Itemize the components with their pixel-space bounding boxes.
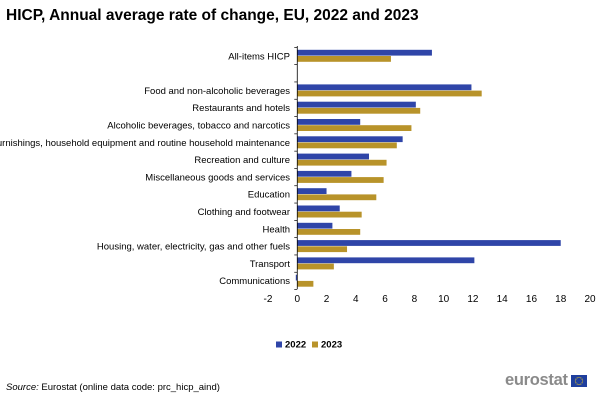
brand-text: eurostat <box>505 371 568 389</box>
bar-2023 <box>297 246 348 253</box>
flag-star <box>576 383 578 385</box>
flag-star <box>579 383 582 385</box>
flag-star <box>579 376 582 378</box>
bars-layer <box>295 49 561 287</box>
source-text: Eurostat (online data code: prc_hicp_ain… <box>41 382 220 393</box>
x-tick-label: 18 <box>555 294 567 305</box>
x-tick-label: 16 <box>526 294 538 305</box>
x-tick-label: 6 <box>382 294 388 305</box>
eurostat-logo: eurostat <box>505 371 587 390</box>
category-label: Recreation and culture <box>194 155 290 166</box>
x-tick-label: 8 <box>412 294 418 305</box>
x-tick-label: 0 <box>294 294 300 305</box>
x-tick-label: 20 <box>584 294 596 305</box>
bar-2022 <box>297 170 352 177</box>
flag-star <box>581 378 583 380</box>
category-label: Transport <box>250 259 291 270</box>
legend-swatch-2022 <box>276 341 282 348</box>
bar-2022 <box>297 101 416 108</box>
bar-2022 <box>297 153 369 160</box>
flag-star <box>575 378 577 380</box>
bar-2023 <box>297 263 334 270</box>
flag-star <box>581 379 583 382</box>
bar-2023 <box>297 229 361 235</box>
source-note: Source: Eurostat (online data code: prc_… <box>6 382 220 393</box>
axes: -2 0 2 4 6 8 10 12 14 16 18 20 <box>264 46 596 305</box>
bar-2022 <box>297 119 361 125</box>
x-tick-label: 12 <box>467 294 479 305</box>
bar-2022 <box>297 84 472 91</box>
bar-2022 <box>297 188 327 194</box>
category-labels: All-items HICP Food and non-alcoholic bev… <box>0 51 290 287</box>
source-prefix: Source: <box>6 382 39 393</box>
bar-2023 <box>297 177 384 183</box>
category-label: Education <box>248 190 290 201</box>
bar-2023 <box>297 211 362 218</box>
x-tick-label: 14 <box>497 294 509 305</box>
bar-2023 <box>297 194 377 201</box>
bar-2023 <box>297 90 482 97</box>
x-tick-label: 10 <box>438 294 450 305</box>
bar-2023 <box>297 142 397 149</box>
bar-2022 <box>297 240 561 246</box>
category-label: Communications <box>219 276 290 287</box>
category-label: Housing, water, electricity, gas and oth… <box>97 242 290 253</box>
category-label: All-items HICP <box>228 51 290 62</box>
category-label: Restaurants and hotels <box>192 103 290 114</box>
bar-2022 <box>297 136 403 143</box>
category-label: Food and non-alcoholic beverages <box>144 86 290 97</box>
flag-star <box>581 381 583 383</box>
bar-2022 <box>297 222 333 229</box>
category-label: Miscellaneous goods and services <box>145 172 290 183</box>
x-tick-label: 2 <box>324 294 330 305</box>
chart-title: HICP, Annual average rate of change, EU,… <box>6 7 419 24</box>
legend-swatch-2023 <box>312 341 318 348</box>
bar-2023 <box>297 280 314 287</box>
bar-2022 <box>295 274 298 281</box>
bar-2023 <box>297 56 391 62</box>
x-tick-label: 4 <box>353 294 359 305</box>
legend-label-2023: 2023 <box>321 340 342 351</box>
category-label: Furnishings, household equipment and rou… <box>0 138 290 149</box>
flag-star <box>578 376 580 378</box>
bar-2022 <box>297 205 340 212</box>
category-label: Alcoholic beverages, tobacco and narcoti… <box>107 121 290 132</box>
flag-star <box>578 383 580 385</box>
flag-star <box>575 381 577 383</box>
legend: 2022 2023 <box>276 340 342 351</box>
legend-label-2022: 2022 <box>285 340 306 351</box>
bar-2022 <box>297 49 432 56</box>
bar-2023 <box>297 159 387 166</box>
flag-star <box>574 379 576 382</box>
flag-star <box>576 376 578 378</box>
bar-2023 <box>297 107 421 114</box>
category-label: Clothing and footwear <box>198 207 290 218</box>
bar-2022 <box>297 257 475 264</box>
category-label: Health <box>263 224 290 235</box>
x-tick-label: -2 <box>264 294 273 305</box>
eu-flag-icon <box>570 374 587 387</box>
bar-2023 <box>297 125 412 131</box>
